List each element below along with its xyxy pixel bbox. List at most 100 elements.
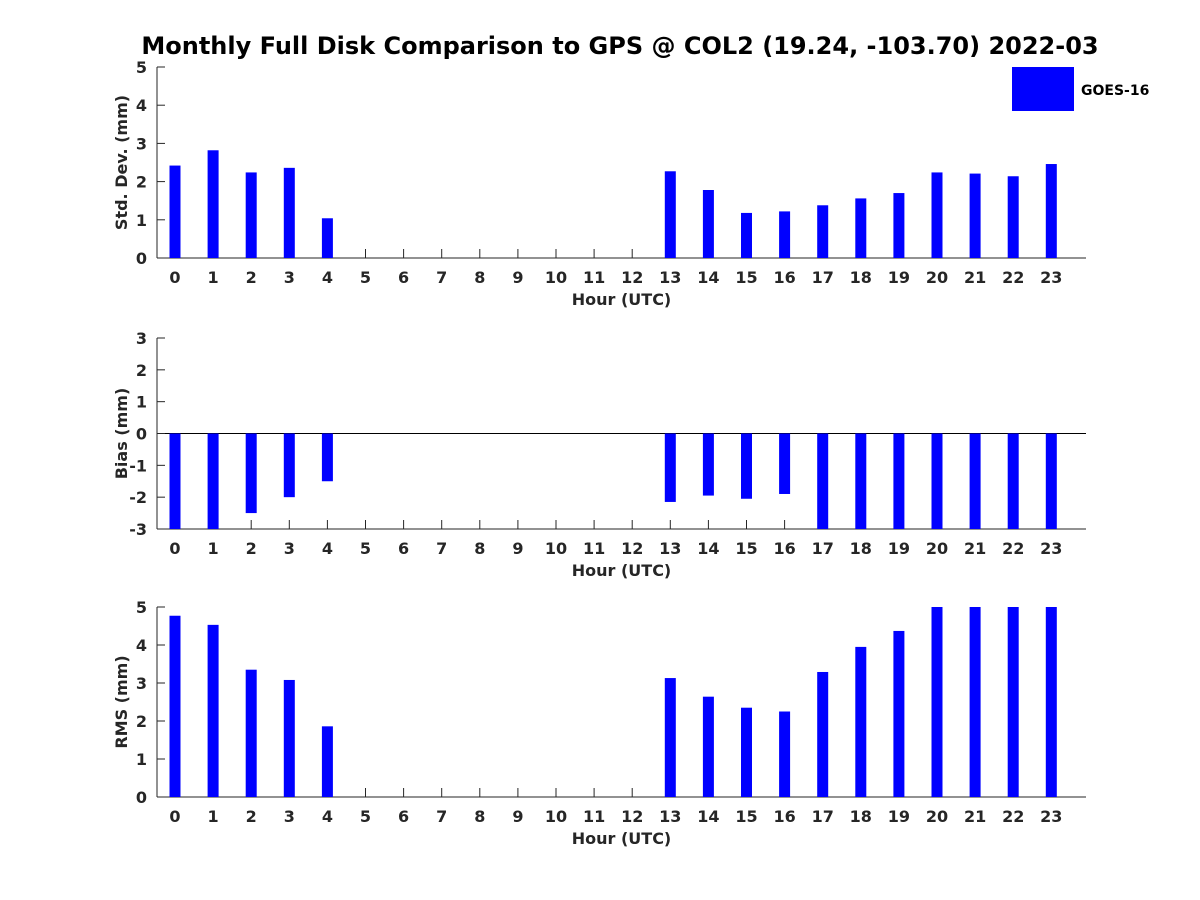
y-tick-label: 0 xyxy=(136,249,147,268)
y-tick-label: 1 xyxy=(136,393,147,412)
bar xyxy=(207,433,219,529)
x-tick-label: 16 xyxy=(773,268,795,287)
bar xyxy=(664,433,676,502)
bar xyxy=(779,211,791,258)
bar xyxy=(893,630,905,797)
bar xyxy=(931,607,943,797)
y-tick-label: 0 xyxy=(136,788,147,807)
x-tick-label: 19 xyxy=(888,807,910,826)
x-tick-label: 21 xyxy=(964,807,986,826)
bar xyxy=(664,171,676,258)
bar xyxy=(702,696,714,797)
x-tick-label: 17 xyxy=(812,807,834,826)
x-tick-label: 1 xyxy=(208,268,219,287)
x-tick-label: 12 xyxy=(621,539,643,558)
y-tick-label: 5 xyxy=(136,598,147,617)
x-tick-label: 6 xyxy=(398,539,409,558)
x-tick-label: 6 xyxy=(398,268,409,287)
x-tick-label: 14 xyxy=(697,539,719,558)
x-tick-label: 5 xyxy=(360,807,371,826)
x-tick-label: 11 xyxy=(583,807,605,826)
bar xyxy=(893,433,905,529)
x-tick-label: 22 xyxy=(1002,807,1024,826)
x-tick-label: 9 xyxy=(512,539,523,558)
x-tick-label: 23 xyxy=(1040,268,1062,287)
x-tick-label: 21 xyxy=(964,539,986,558)
bar xyxy=(931,172,943,258)
x-tick-label: 20 xyxy=(926,539,948,558)
x-tick-label: 20 xyxy=(926,807,948,826)
y-tick-label: 4 xyxy=(136,636,147,655)
bar xyxy=(741,212,752,258)
x-tick-label: 13 xyxy=(659,268,681,287)
x-tick-label: 23 xyxy=(1040,539,1062,558)
x-tick-label: 10 xyxy=(545,268,567,287)
bar xyxy=(1045,433,1057,529)
bar xyxy=(283,679,295,797)
x-tick-label: 21 xyxy=(964,268,986,287)
x-tick-label: 8 xyxy=(474,539,485,558)
y-tick-label: 1 xyxy=(136,211,147,230)
bar xyxy=(855,646,867,797)
x-tick-label: 8 xyxy=(474,268,485,287)
x-tick-label: 4 xyxy=(322,268,333,287)
bar xyxy=(245,172,257,258)
x-tick-label: 11 xyxy=(583,539,605,558)
x-tick-label: 6 xyxy=(398,807,409,826)
x-tick-label: 20 xyxy=(926,268,948,287)
bar xyxy=(741,433,752,499)
bar xyxy=(321,433,333,482)
x-tick-label: 16 xyxy=(773,539,795,558)
bar xyxy=(1007,607,1019,797)
y-tick-label: 5 xyxy=(136,58,147,77)
y-tick-label: 2 xyxy=(136,712,147,731)
y-tick-label: 1 xyxy=(136,750,147,769)
bar xyxy=(969,433,981,529)
x-tick-label: 2 xyxy=(246,268,257,287)
x-tick-label: 17 xyxy=(812,539,834,558)
x-tick-label: 3 xyxy=(284,807,295,826)
bar xyxy=(855,198,867,258)
x-tick-label: 7 xyxy=(436,268,447,287)
x-tick-label: 15 xyxy=(735,268,757,287)
y-tick-label: -1 xyxy=(129,456,147,475)
x-tick-label: 15 xyxy=(735,539,757,558)
bar xyxy=(817,433,829,529)
bar xyxy=(169,615,181,797)
bar xyxy=(283,167,295,258)
bar xyxy=(969,607,981,797)
bar xyxy=(283,433,295,498)
x-tick-label: 9 xyxy=(512,268,523,287)
x-tick-label: 0 xyxy=(169,807,180,826)
x-tick-label: 18 xyxy=(850,268,872,287)
y-tick-label: -3 xyxy=(129,520,147,539)
bar xyxy=(207,150,219,258)
x-tick-label: 23 xyxy=(1040,807,1062,826)
x-axis-label: Hour (UTC) xyxy=(572,829,672,848)
x-tick-label: 5 xyxy=(360,539,371,558)
bar xyxy=(779,433,791,494)
x-tick-label: 3 xyxy=(284,539,295,558)
x-tick-label: 10 xyxy=(545,539,567,558)
x-tick-label: 22 xyxy=(1002,268,1024,287)
bar xyxy=(702,190,714,258)
x-tick-label: 1 xyxy=(208,539,219,558)
x-axis-label: Hour (UTC) xyxy=(572,561,672,580)
y-axis-label: RMS (mm) xyxy=(112,655,131,748)
y-axis-label: Bias (mm) xyxy=(112,388,131,480)
legend-label: GOES-16 xyxy=(1081,83,1149,99)
x-tick-label: 4 xyxy=(322,807,333,826)
bar xyxy=(741,707,752,797)
legend-swatch xyxy=(1012,67,1074,111)
y-tick-label: 3 xyxy=(136,674,147,693)
y-tick-label: 2 xyxy=(136,173,147,192)
y-tick-label: 3 xyxy=(136,134,147,153)
x-tick-label: 11 xyxy=(583,268,605,287)
y-tick-label: -2 xyxy=(129,488,147,507)
x-tick-label: 10 xyxy=(545,807,567,826)
x-tick-label: 22 xyxy=(1002,539,1024,558)
